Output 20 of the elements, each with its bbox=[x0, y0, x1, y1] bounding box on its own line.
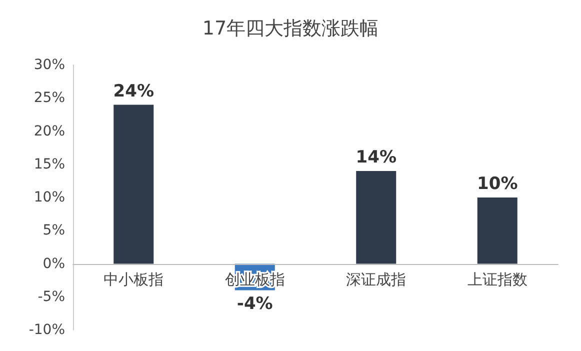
x-tick-label: 上证指数 bbox=[467, 270, 528, 288]
data-label: -4% bbox=[236, 294, 273, 314]
y-tick-label: 30% bbox=[34, 57, 65, 73]
y-tick-label: 0% bbox=[42, 256, 65, 272]
y-tick-label: 15% bbox=[34, 156, 65, 172]
bar bbox=[114, 104, 154, 264]
y-tick-label: 5% bbox=[42, 222, 65, 239]
y-tick-label: 10% bbox=[34, 190, 65, 206]
data-label: 14% bbox=[356, 148, 396, 168]
y-tick-label: 20% bbox=[34, 123, 65, 140]
y-tick-label: -10% bbox=[28, 322, 65, 338]
chart-title: 17年四大指数涨跌幅 bbox=[202, 18, 379, 40]
x-tick-label: 中小板指 bbox=[104, 270, 164, 288]
bar bbox=[477, 198, 518, 264]
bar bbox=[356, 171, 396, 264]
data-label: 10% bbox=[477, 174, 518, 194]
x-tick-label: 深证成指 bbox=[346, 270, 406, 288]
y-tick-label: 25% bbox=[34, 90, 65, 106]
data-label: 24% bbox=[113, 81, 154, 102]
y-tick-label: -5% bbox=[38, 288, 65, 305]
